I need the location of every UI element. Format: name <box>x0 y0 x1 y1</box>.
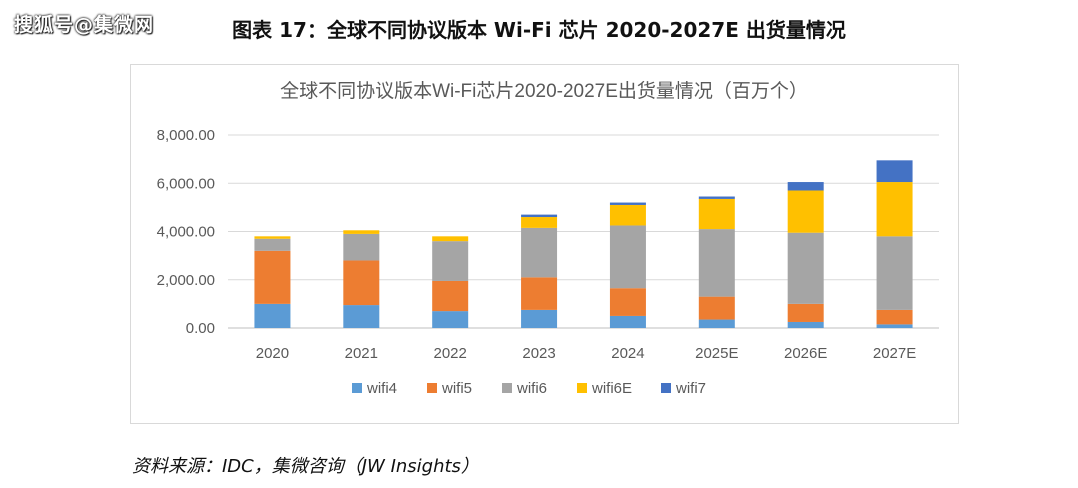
bar-segment-wifi6-2023 <box>521 227 558 278</box>
bar-segment-wifi4-2027e <box>876 324 913 328</box>
chart-title: 全球不同协议版本Wi-Fi芯片2020-2027E出货量情况（百万个） <box>280 80 808 102</box>
x-tick-label: 2027E <box>873 345 916 362</box>
bar-segment-wifi7-2024 <box>609 202 646 205</box>
bar-segment-wifi7-2025e <box>698 196 735 199</box>
bar-segment-wifi5-2026e <box>787 303 824 322</box>
legend-swatch-wifi7 <box>661 383 671 393</box>
x-tick-label: 2025E <box>695 345 738 362</box>
legend-label-wifi5: wifi5 <box>441 380 472 397</box>
x-axis-ticks: 2020 2021 2022 2023 2024 2025E 2026E 2027E <box>256 345 917 362</box>
y-tick-label: 8,000.00 <box>157 127 215 144</box>
bar-segment-wifi6-2027e <box>876 236 913 310</box>
legend-swatch-wifi5 <box>427 383 437 393</box>
bar-segment-wifi6-2020 <box>254 238 291 251</box>
legend-swatch-wifi6 <box>502 383 512 393</box>
legend-swatch-wifi4 <box>352 383 362 393</box>
bar-segment-wifi4-2021 <box>343 305 380 328</box>
y-axis-ticks: 0.00 2,000.00 4,000.00 6,000.00 8,000.00 <box>157 127 215 337</box>
bar-segment-wifi7-2023 <box>521 214 558 218</box>
bar-segment-wifi4-2026e <box>787 321 824 328</box>
legend-label-wifi6e: wifi6E <box>591 380 632 397</box>
watermark: 搜狐号@集微网 <box>14 14 155 36</box>
legend-label-wifi6: wifi6 <box>516 380 547 397</box>
bar-segment-wifi4-2025e <box>698 319 735 328</box>
bars <box>254 160 913 328</box>
x-tick-label: 2023 <box>522 345 555 362</box>
stacked-bar-chart: 全球不同协议版本Wi-Fi芯片2020-2027E出货量情况（百万个） 0.00… <box>157 80 939 397</box>
bar-segment-wifi6-2025e <box>698 229 735 297</box>
bar-segment-wifi6-2022 <box>432 241 469 281</box>
x-tick-label: 2026E <box>784 345 827 362</box>
x-tick-label: 2024 <box>611 345 644 362</box>
bar-segment-wifi5-2027e <box>876 309 913 325</box>
legend-label-wifi7: wifi7 <box>675 380 706 397</box>
bar-segment-wifi6e-2022 <box>432 236 469 242</box>
bar-segment-wifi6e-2024 <box>609 204 646 226</box>
bar-segment-wifi4-2023 <box>521 309 558 328</box>
legend-swatch-wifi6e <box>577 383 587 393</box>
bar-segment-wifi6e-2020 <box>254 236 291 239</box>
bar-segment-wifi5-2020 <box>254 250 291 304</box>
chart-container: 全球不同协议版本Wi-Fi芯片2020-2027E出货量情况（百万个） 0.00… <box>130 64 959 424</box>
source-note: 资料来源：IDC，集微咨询（JW Insights） <box>132 456 479 477</box>
x-tick-label: 2022 <box>434 345 467 362</box>
bar-segment-wifi6-2021 <box>343 233 380 261</box>
bar-segment-wifi4-2022 <box>432 311 469 328</box>
y-tick-label: 2,000.00 <box>157 272 215 289</box>
bar-segment-wifi4-2020 <box>254 303 291 328</box>
bar-segment-wifi5-2025e <box>698 296 735 320</box>
bar-segment-wifi7-2026e <box>787 182 824 191</box>
bar-segment-wifi6e-2027e <box>876 182 913 237</box>
legend: wifi4 wifi5 wifi6 wifi6E wifi7 <box>352 380 706 397</box>
y-tick-label: 4,000.00 <box>157 224 215 241</box>
gridlines <box>228 134 939 329</box>
x-tick-label: 2020 <box>256 345 289 362</box>
bar-segment-wifi6e-2021 <box>343 230 380 234</box>
bar-segment-wifi6e-2023 <box>521 217 558 228</box>
y-tick-label: 0.00 <box>186 320 215 337</box>
bar-segment-wifi5-2024 <box>609 288 646 316</box>
bar-segment-wifi4-2024 <box>609 315 646 328</box>
bar-segment-wifi6e-2026e <box>787 190 824 233</box>
bar-segment-wifi7-2027e <box>876 160 913 183</box>
y-tick-label: 6,000.00 <box>157 175 215 192</box>
x-tick-label: 2021 <box>345 345 378 362</box>
bar-segment-wifi6-2024 <box>609 225 646 289</box>
legend-label-wifi4: wifi4 <box>366 380 397 397</box>
bar-segment-wifi5-2022 <box>432 280 469 312</box>
bar-segment-wifi5-2021 <box>343 260 380 306</box>
figure-title: 图表 17：全球不同协议版本 Wi-Fi 芯片 2020-2027E 出货量情况 <box>232 18 846 42</box>
bar-segment-wifi6-2026e <box>787 232 824 304</box>
bar-segment-wifi5-2023 <box>521 277 558 310</box>
bar-segment-wifi6e-2025e <box>698 198 735 230</box>
